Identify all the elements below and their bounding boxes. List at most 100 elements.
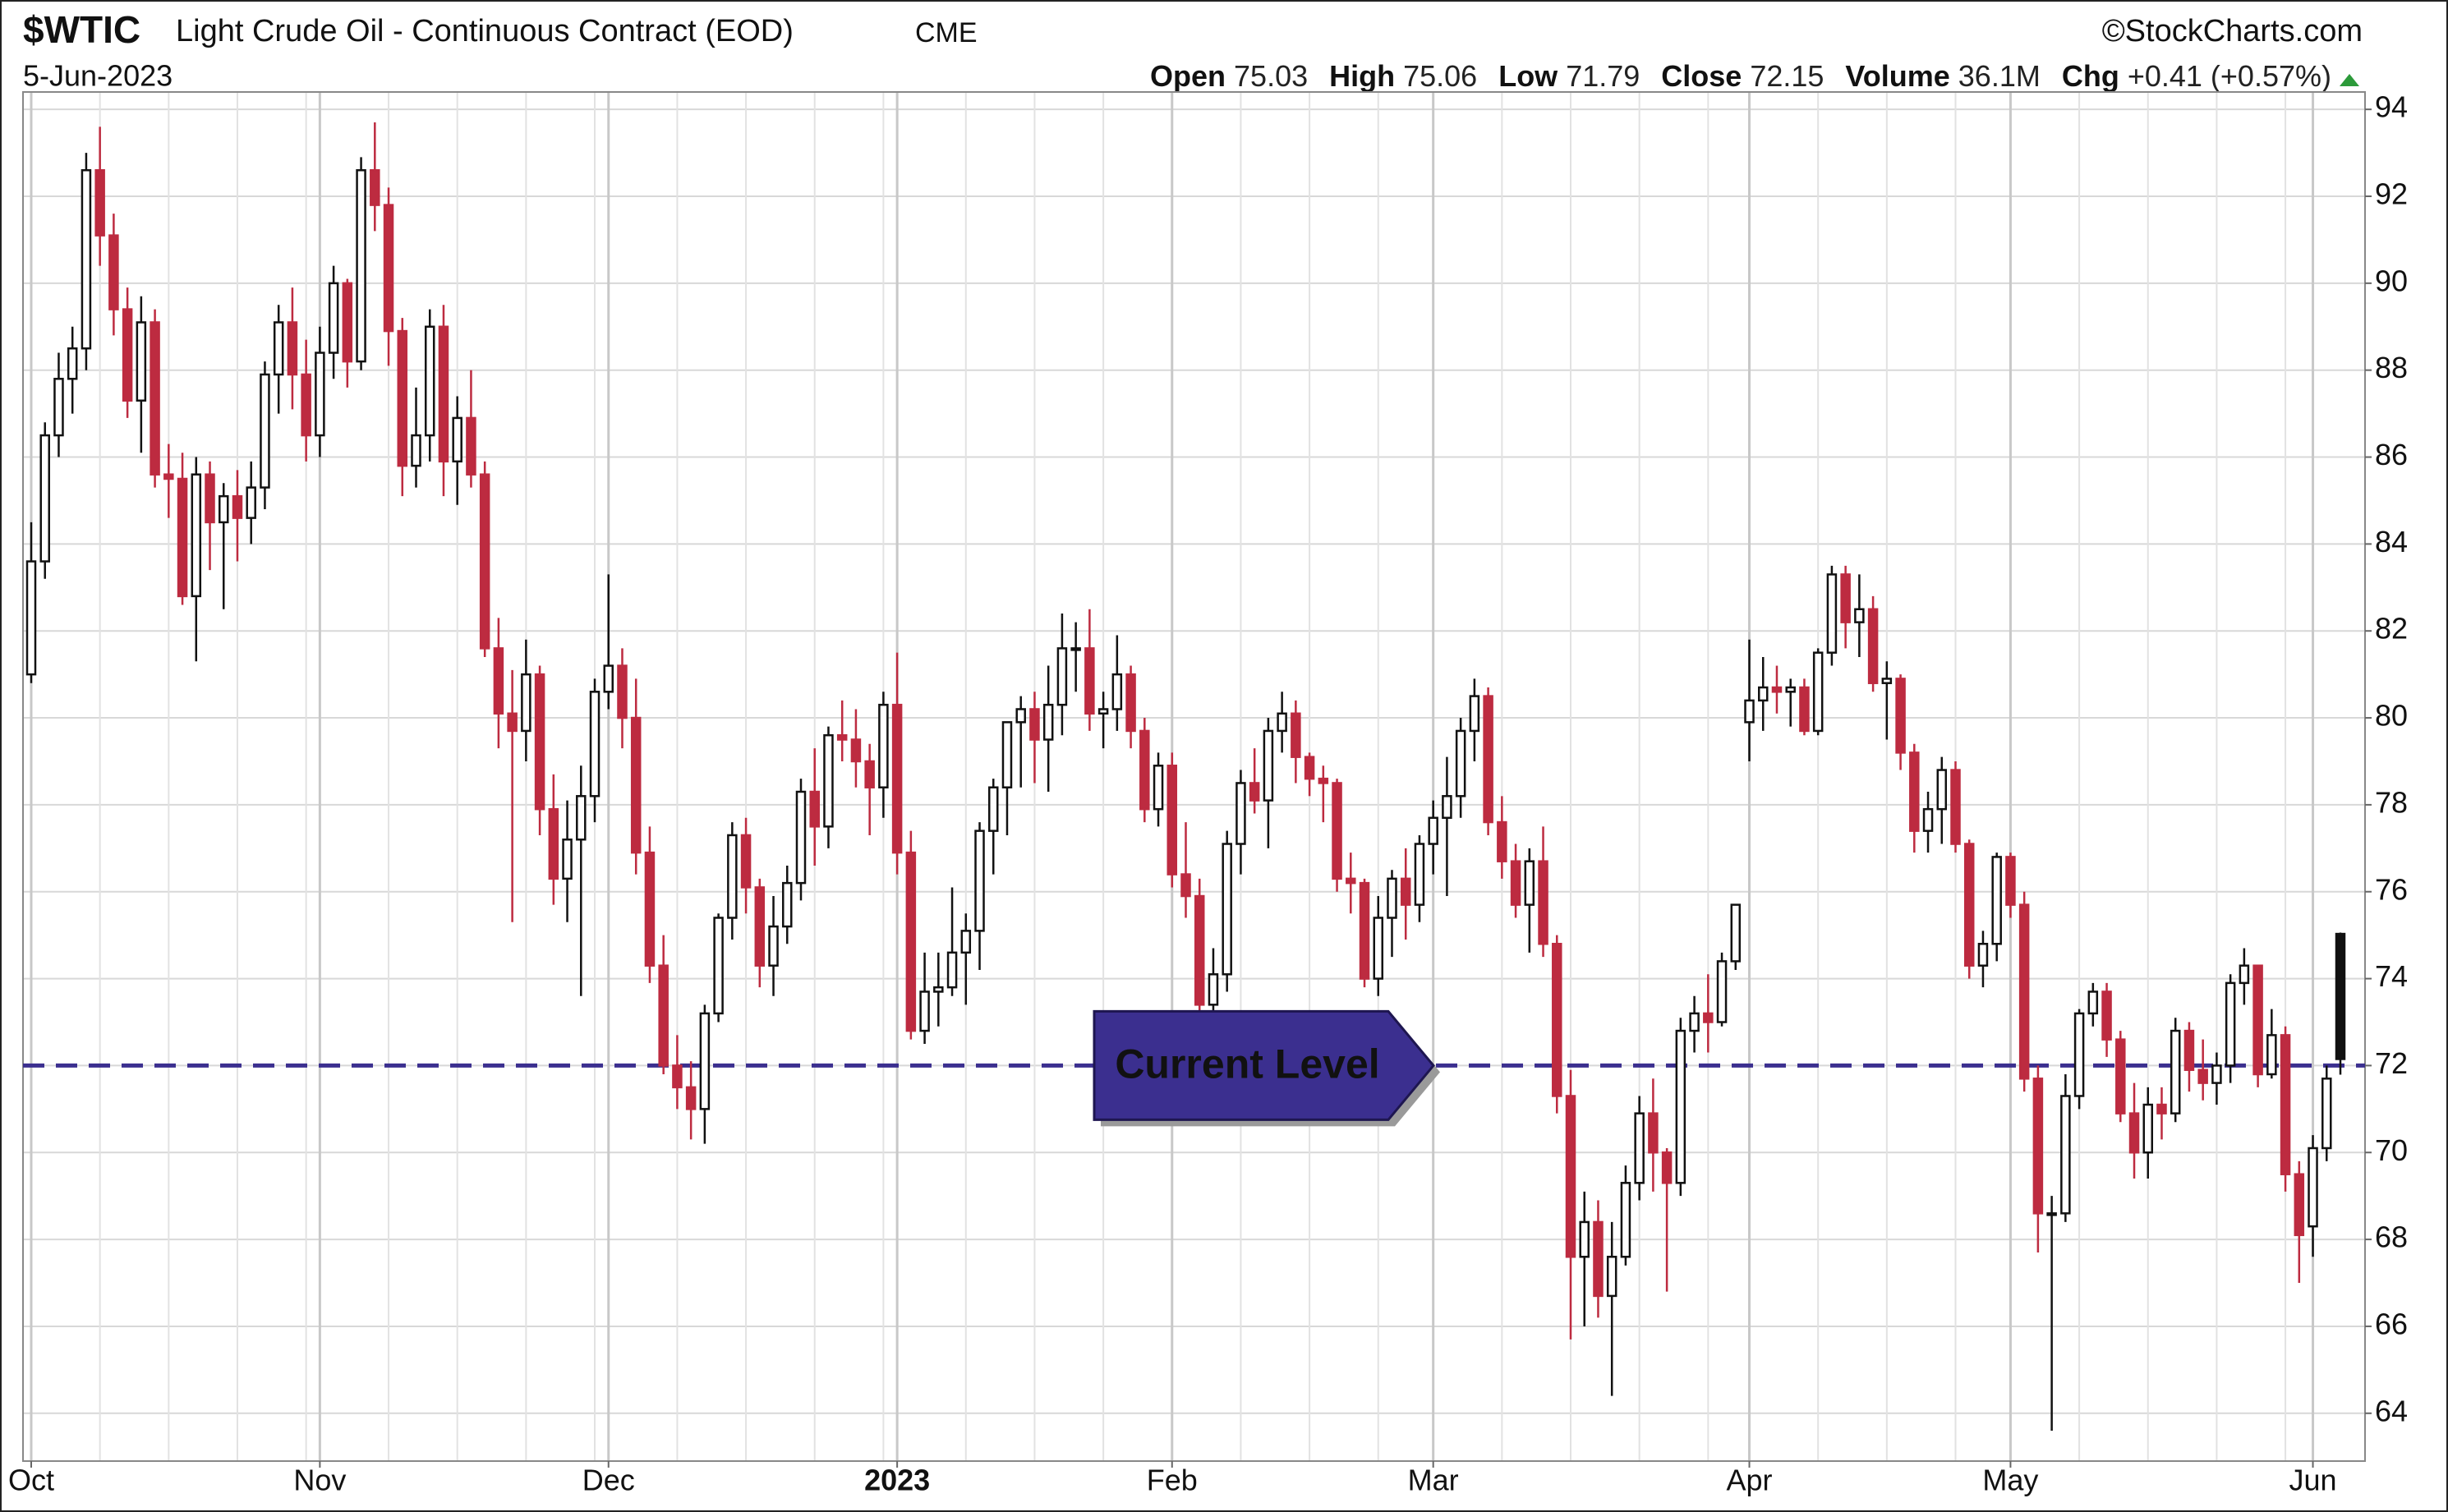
candle-body <box>328 282 339 354</box>
candle-body <box>1634 1112 1645 1184</box>
exchange: CME <box>915 17 978 48</box>
candle-body <box>1771 686 1783 693</box>
candle-body <box>891 703 903 854</box>
candle-body <box>191 473 202 598</box>
candle-body <box>1812 651 1824 733</box>
candle-body <box>603 664 614 693</box>
candle-body <box>1455 729 1466 797</box>
candle-body <box>1620 1182 1631 1258</box>
candle-body <box>919 990 930 1032</box>
candle-body <box>2308 1147 2318 1228</box>
candle-body <box>1304 756 1315 780</box>
x-tick-label: Mar <box>1408 1464 1459 1497</box>
candle-body <box>1442 795 1452 820</box>
candle-body <box>1950 769 1961 845</box>
candle-body <box>1291 712 1301 758</box>
candle-body <box>1648 1112 1659 1154</box>
candle-body <box>2032 1078 2044 1215</box>
candle-body <box>1854 608 1865 623</box>
candle-body <box>878 703 889 788</box>
stats: Open 75.03 High 75.06 Low 71.79 Close 72.15 Volu… <box>1150 59 2331 93</box>
candle-body <box>2280 1034 2291 1175</box>
y-tick-label: 68 <box>2375 1220 2408 1254</box>
candle-body <box>2225 981 2236 1067</box>
candle-body <box>1867 608 1879 684</box>
candle-body <box>1056 647 1068 706</box>
candle-body <box>1469 695 1480 733</box>
candle-body <box>2115 1038 2126 1114</box>
stat-value: +0.41 (+0.57%) <box>2128 59 2331 93</box>
candle-body <box>2087 990 2099 1015</box>
x-tick-label: 2023 <box>864 1464 930 1497</box>
candle-body <box>1125 673 1136 733</box>
candle-body <box>452 416 462 463</box>
y-tick-label: 70 <box>2375 1133 2408 1167</box>
candle-body <box>1097 708 1109 715</box>
change-arrow <box>2340 74 2359 86</box>
candle-body <box>1716 960 1728 1023</box>
candle-body <box>2321 1078 2332 1150</box>
candle-body <box>946 951 958 989</box>
candle-body <box>534 673 545 811</box>
candle-body <box>2252 964 2263 1076</box>
candle-body <box>53 378 64 437</box>
candle-body <box>301 373 311 437</box>
candle-body <box>122 308 133 402</box>
plot-area <box>22 91 2366 1462</box>
x-tick-label: Dec <box>582 1464 635 1497</box>
candle-body <box>617 664 628 719</box>
candle-body <box>727 834 738 919</box>
candle-body <box>1373 917 1383 980</box>
candle-body <box>562 838 573 880</box>
y-tick-label: 86 <box>2375 438 2408 471</box>
candle-body <box>466 416 476 476</box>
candle-body <box>232 494 243 519</box>
candle-body <box>685 1086 697 1110</box>
candle-body <box>1153 765 1164 811</box>
candle-body <box>933 986 944 993</box>
candle-body <box>1922 807 1934 832</box>
candle-body <box>974 830 985 932</box>
candle-body <box>383 204 394 333</box>
x-tick-label: May <box>1982 1464 2038 1497</box>
candle-body <box>2156 1103 2167 1114</box>
y-tick-label: 84 <box>2375 525 2408 558</box>
candle-body <box>1799 686 1810 733</box>
candle-body <box>1552 942 1562 1097</box>
candle-body <box>1744 699 1755 724</box>
candle-body <box>850 738 862 763</box>
candle-body <box>1497 820 1507 862</box>
chart-subtitle: Light Crude Oil - Continuous Contract (E… <box>176 14 794 48</box>
candle-body <box>1703 1012 1714 1023</box>
candle-body <box>2128 1112 2140 1154</box>
reference-label-box <box>1093 1009 1435 1121</box>
candle-body <box>136 321 147 402</box>
candle-body <box>315 352 325 437</box>
candle-body <box>836 733 848 741</box>
candle-body <box>1565 1095 1576 1258</box>
candle-body <box>1991 856 2002 945</box>
x-tick-label: Nov <box>293 1464 346 1497</box>
y-tick-label: 88 <box>2375 351 2408 384</box>
candle-body <box>1111 673 1123 710</box>
candle-body <box>356 169 366 363</box>
y-tick-label: 92 <box>2375 177 2408 211</box>
candle-body <box>1346 877 1356 885</box>
candle-body <box>1015 708 1026 724</box>
candle-body <box>548 807 559 880</box>
candle-body <box>94 169 105 237</box>
y-tick-label: 66 <box>2375 1307 2408 1340</box>
stat-label: Open <box>1150 59 1226 93</box>
candle-body <box>1414 843 1425 906</box>
candle-body <box>672 1064 683 1089</box>
candle-body <box>2266 1034 2277 1076</box>
candle-body <box>479 473 490 650</box>
candle-body <box>1785 686 1796 693</box>
candle-body <box>1042 703 1054 741</box>
candle-body <box>67 347 78 380</box>
candle-body <box>2046 1212 2057 1216</box>
candle-body <box>205 473 215 524</box>
candle-body <box>493 647 504 715</box>
candle-body <box>713 917 724 1015</box>
